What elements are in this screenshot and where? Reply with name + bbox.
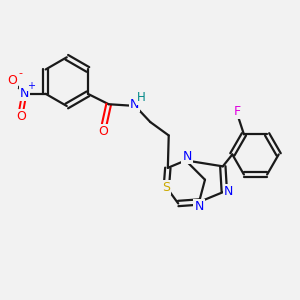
Text: N: N (182, 150, 192, 163)
Text: H: H (137, 91, 146, 104)
Text: O: O (7, 74, 17, 87)
Text: +: + (27, 80, 35, 91)
Text: N: N (20, 87, 29, 100)
Text: O: O (99, 125, 109, 138)
Text: S: S (162, 181, 170, 194)
Text: N: N (130, 98, 139, 111)
Text: F: F (234, 105, 241, 118)
Text: N: N (194, 200, 204, 213)
Text: O: O (16, 110, 26, 123)
Text: -: - (18, 68, 22, 78)
Text: N: N (224, 185, 233, 198)
